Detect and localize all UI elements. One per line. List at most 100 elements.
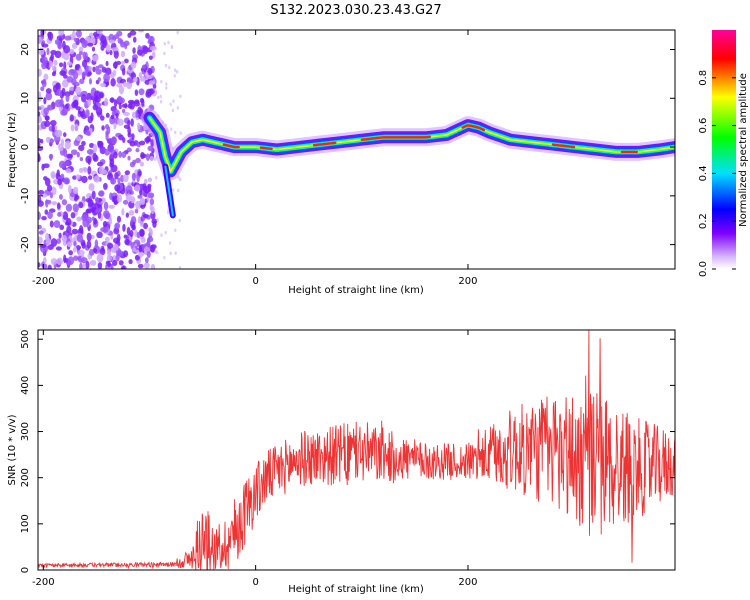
- spectrogram-noise-mark: [176, 30, 179, 35]
- spectrogram-plot-area: [38, 30, 675, 269]
- spectrogram-noise-mark: [144, 71, 149, 78]
- spectrogram-noise-mark: [171, 108, 175, 113]
- spectrogram-noise-mark: [163, 51, 166, 56]
- spectrogram-noise-mark: [105, 212, 110, 220]
- spectrogram-noise-mark: [109, 72, 115, 79]
- spectrogram-noise-mark: [90, 36, 96, 43]
- spectrogram-noise-mark: [105, 112, 110, 118]
- spectrogram-noise-mark: [56, 89, 63, 97]
- spectrogram-noise-mark: [78, 249, 85, 256]
- spectrogram-noise-mark: [152, 220, 157, 228]
- spectrogram-noise-mark: [149, 198, 155, 206]
- spectrogram-noise-mark: [149, 244, 156, 253]
- spectrogram-noise-mark: [78, 144, 85, 152]
- spectrogram-noise-mark: [155, 176, 158, 180]
- spectrogram-noise-mark: [152, 84, 157, 89]
- spectrogram-noise-mark: [148, 227, 152, 233]
- spectrogram-noise-mark: [168, 65, 171, 70]
- spectrogram-noise-mark: [41, 43, 49, 48]
- spectrogram-noise-mark: [109, 49, 113, 56]
- spectrogram-noise-mark: [51, 65, 57, 72]
- spectrogram-noise-mark: [44, 120, 51, 127]
- spectrogram-noise-mark: [43, 107, 49, 116]
- spectrogram-noise-mark: [155, 250, 159, 255]
- spectrogram-noise-mark: [142, 213, 149, 219]
- spectrogram-noise-mark: [98, 190, 104, 197]
- spectrogram-noise-mark: [166, 210, 170, 215]
- spectrogram-noise-mark: [69, 114, 74, 122]
- spectrogram-noise-mark: [59, 193, 63, 200]
- spectrogram-noise-mark: [93, 175, 100, 183]
- spectrogram-noise-mark: [138, 140, 146, 146]
- spectrogram-noise-mark: [51, 186, 57, 196]
- spectrogram-x-tick-label: 200: [458, 276, 477, 287]
- spectrogram-noise-mark: [51, 71, 56, 77]
- spectrogram-noise-mark: [76, 135, 82, 142]
- snr-frame: [37, 329, 676, 571]
- spectrogram-panel: -200 0 200 20 10 0 -10 -20 Height of straight l…: [7, 29, 676, 296]
- spectrogram-noise-mark: [38, 115, 42, 124]
- spectrogram-noise-mark: [81, 241, 86, 249]
- snr-y-tick-label: 0: [20, 567, 31, 573]
- spectrogram-noise-mark: [130, 196, 136, 204]
- spectrogram-noise-mark: [122, 199, 129, 205]
- spectrogram-noise-mark: [88, 202, 94, 207]
- spectrogram-noise-mark: [63, 254, 67, 263]
- spectrogram-noise-mark: [97, 77, 101, 82]
- spectrogram-noise-mark: [81, 140, 86, 146]
- spectrogram-noise-mark: [61, 199, 68, 206]
- spectrogram-noise-mark: [67, 256, 75, 266]
- colorbar-tick-label: 0.6: [698, 118, 709, 134]
- spectrogram-noise-mark: [47, 264, 52, 269]
- spectrogram-noise-mark: [38, 47, 45, 56]
- colorbar-label: Normalized spectral amplitude: [738, 73, 749, 227]
- spectrogram-noise-mark: [94, 197, 100, 203]
- spectrogram-noise-mark: [137, 49, 143, 56]
- spectrogram-noise-mark: [124, 238, 130, 246]
- spectrogram-noise-mark: [127, 99, 135, 105]
- spectrogram-noise-mark: [51, 201, 58, 206]
- spectrogram-noise-mark: [132, 159, 137, 165]
- snr-x-tick-label: -200: [32, 577, 55, 588]
- spectrogram-noise-mark: [132, 36, 137, 43]
- spectrogram-noise-mark: [106, 254, 113, 262]
- spectrogram-noise-mark: [62, 40, 66, 50]
- spectrogram-noise-mark: [63, 177, 70, 185]
- spectrogram-noise-mark: [107, 260, 111, 268]
- spectrogram-noise-mark: [121, 60, 125, 65]
- spectrogram-noise-mark: [70, 212, 76, 219]
- spectrogram-noise-mark: [68, 185, 72, 194]
- spectrogram-noise-mark: [72, 71, 79, 80]
- spectrogram-ridge-peak: [551, 143, 576, 149]
- spectrogram-noise-mark: [159, 94, 162, 99]
- spectrogram-noise-mark: [50, 238, 58, 247]
- spectrogram-noise-mark: [41, 78, 47, 88]
- spectrogram-noise-mark: [123, 234, 128, 239]
- spectrogram-noise-mark: [55, 246, 62, 251]
- spectrogram-noise-mark: [133, 100, 140, 107]
- spectrogram-noise-mark: [58, 62, 64, 68]
- spectrogram-noise-mark: [118, 104, 122, 110]
- spectrogram-noise-mark: [86, 148, 94, 155]
- spectrogram-noise-mark: [64, 103, 69, 110]
- spectrogram-noise-mark: [174, 130, 177, 135]
- spectrogram-noise-mark: [138, 88, 145, 96]
- spectrogram-noise-mark: [95, 208, 103, 213]
- spectrogram-noise-mark: [73, 37, 78, 42]
- spectrogram-noise-mark: [109, 192, 113, 200]
- spectrogram-noise-mark: [38, 138, 42, 144]
- spectrogram-noise-mark: [38, 236, 43, 245]
- spectrogram-noise-mark: [63, 52, 70, 61]
- spectrogram-noise-mark: [144, 257, 149, 264]
- spectrogram-noise-mark: [146, 74, 153, 80]
- spectrogram-noise-mark: [68, 48, 75, 55]
- spectrogram-noise-mark: [96, 161, 104, 167]
- spectrogram-ridge-peak: [222, 143, 240, 149]
- spectrogram-noise-mark: [38, 262, 41, 268]
- spectrogram-ridge-peak: [312, 141, 337, 147]
- spectrogram-noise-mark: [138, 244, 142, 253]
- spectrogram-noise-mark: [68, 250, 74, 256]
- spectrogram-noise-mark: [143, 222, 149, 230]
- spectrogram-noise-mark: [81, 214, 88, 222]
- spectrogram-noise-mark: [75, 245, 82, 250]
